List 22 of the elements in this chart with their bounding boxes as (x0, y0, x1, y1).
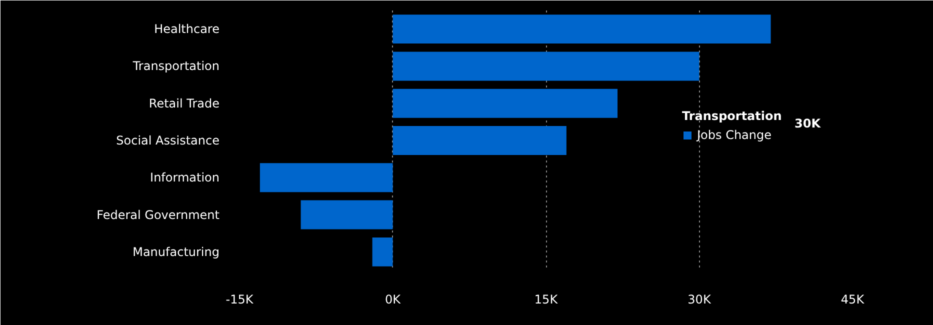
y-tick-label: Federal Government (96, 208, 220, 222)
bar (260, 163, 393, 192)
bar (372, 237, 393, 266)
x-tick-label: 15K (534, 292, 559, 306)
bar (392, 88, 618, 118)
y-tick-label: Transportation (132, 59, 220, 74)
bar (392, 14, 771, 44)
y-tick-label: Information (150, 170, 220, 185)
legend-label: Jobs Change (697, 128, 772, 142)
y-tick-label: Healthcare (154, 22, 220, 36)
x-tick-label: 45K (840, 292, 866, 306)
y-tick-label: Manufacturing (132, 244, 220, 259)
y-tick-label: Retail Trade (148, 96, 220, 110)
x-tick-label: 0K (385, 292, 402, 306)
x-tick-label: 30K (688, 292, 712, 306)
bar (300, 200, 393, 230)
bar (392, 52, 700, 81)
y-tick-label: Social Assistance (116, 134, 220, 148)
x-tick-label: -15K (226, 292, 254, 306)
annotation: 30K (794, 116, 822, 130)
annotation: Transportation (682, 109, 782, 123)
bar (392, 126, 566, 155)
